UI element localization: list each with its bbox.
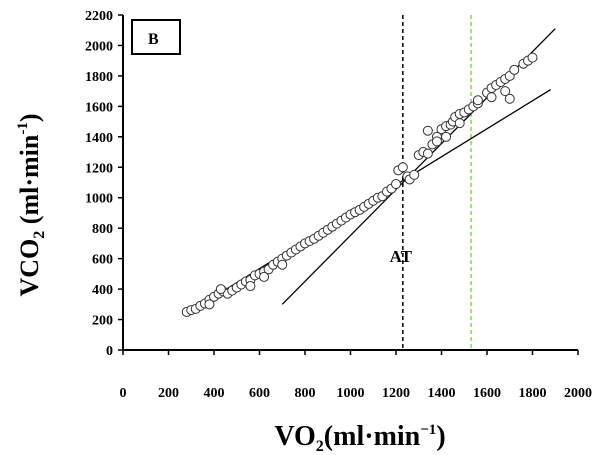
- y-tick-label: 200: [92, 314, 113, 329]
- vertical-markers: AT: [390, 15, 472, 350]
- data-point: [277, 259, 288, 270]
- fit-lines: [186, 28, 556, 315]
- data-points: [181, 52, 538, 317]
- y-tick-label: 0: [106, 344, 113, 359]
- data-point: [509, 64, 520, 75]
- data-point: [422, 148, 433, 159]
- x-tick-label: 1400: [428, 386, 456, 401]
- y-tick-label: 2200: [85, 9, 113, 24]
- y-label-sub: 2: [31, 231, 48, 239]
- y-label-base: V: [15, 278, 44, 297]
- x-label-unit: (ml·min: [324, 421, 421, 452]
- data-point: [454, 118, 465, 129]
- x-label-mid: O: [294, 421, 316, 452]
- x-tick-label: 1000: [337, 386, 365, 401]
- y-tick-label: 1400: [85, 131, 113, 146]
- data-point: [245, 281, 256, 292]
- svg-text:VCO2 (ml·min-1): VCO2 (ml·min-1): [15, 113, 48, 296]
- y-tick-label: 1000: [85, 192, 113, 207]
- threshold-label: AT: [390, 247, 413, 266]
- x-tick-label: 1200: [382, 386, 410, 401]
- y-axis-label: VCO2 (ml·min-1): [15, 113, 48, 296]
- data-point: [397, 162, 408, 173]
- data-point: [422, 125, 433, 136]
- data-point: [391, 179, 401, 190]
- y-tick-label: 800: [92, 222, 113, 237]
- x-tick-label: 1600: [473, 386, 501, 401]
- panel-label: B: [148, 31, 159, 48]
- data-point: [441, 131, 452, 142]
- x-tick-label: 0: [120, 386, 127, 401]
- y-tick-label: 400: [92, 283, 113, 298]
- y-tick-label: 1200: [85, 161, 113, 176]
- data-point: [215, 284, 226, 295]
- x-label-sup: −1: [420, 422, 436, 438]
- x-tick-label: 800: [295, 386, 316, 401]
- data-point: [527, 52, 538, 63]
- y-label-mid: CO: [15, 239, 44, 278]
- y-label-sup: -1: [15, 122, 31, 135]
- axes: [118, 14, 579, 355]
- x-tick-label: 400: [204, 386, 225, 401]
- svg-text:VO2(ml·min−1): VO2(ml·min−1): [274, 421, 445, 455]
- y-tick-label: 1800: [85, 70, 113, 85]
- x-tick-label: 200: [158, 386, 179, 401]
- data-point: [431, 136, 442, 147]
- data-point: [500, 86, 511, 97]
- x-tick-label: 600: [249, 386, 270, 401]
- y-label-unit: (ml·min: [15, 134, 44, 231]
- x-label-base: V: [274, 421, 294, 452]
- x-tick-label: 2000: [564, 386, 592, 401]
- x-label-close: ): [436, 421, 445, 452]
- x-label-sub: 2: [316, 438, 324, 455]
- x-axis-label: VO2(ml·min−1): [274, 421, 445, 455]
- data-point: [486, 92, 497, 103]
- data-point: [409, 169, 420, 180]
- data-point: [472, 95, 483, 106]
- data-point: [504, 93, 515, 104]
- y-tick-label: 2000: [85, 39, 113, 54]
- data-point: [204, 299, 215, 310]
- y-tick-label: 600: [92, 253, 113, 268]
- y-label-close: ): [15, 113, 44, 122]
- y-tick-label: 1600: [85, 100, 113, 115]
- data-point: [259, 271, 270, 282]
- x-tick-label: 1800: [519, 386, 547, 401]
- tick-labels: 0200400600800100012001400160018002000220…: [85, 9, 592, 401]
- panel-label-box: B: [131, 19, 181, 55]
